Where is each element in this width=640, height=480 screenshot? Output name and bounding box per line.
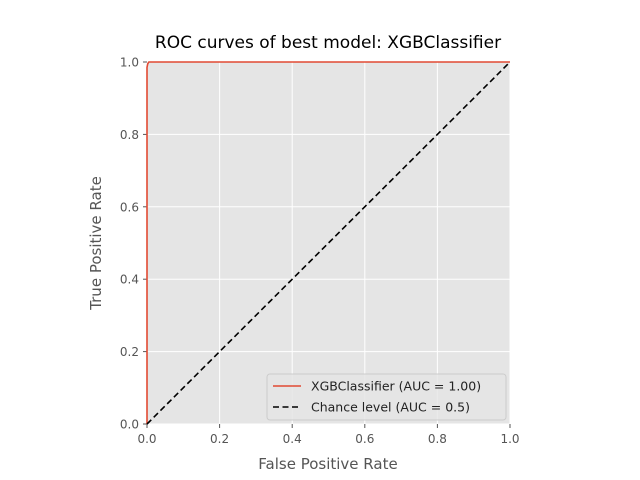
x-tick-label: 0.0 <box>137 432 156 446</box>
grid-lines <box>146 61 511 425</box>
x-tick-label: 0.8 <box>428 432 447 446</box>
y-tick-label: 0.8 <box>120 128 139 142</box>
y-tick-label: 0.0 <box>120 418 139 432</box>
axis-ticks: 0.0 0.2 0.4 0.6 0.8 1.0 0.0 0.2 0.4 0.6 0.8 1.0 <box>120 56 520 447</box>
legend-label: Chance level (AUC = 0.5) <box>311 400 470 415</box>
y-tick-label: 0.4 <box>120 273 139 287</box>
plot-area <box>147 62 510 424</box>
y-tick-label: 0.2 <box>120 345 139 359</box>
series-line-0 <box>146 61 510 424</box>
x-tick-label: 0.6 <box>355 432 374 446</box>
y-tick-label: 1.0 <box>120 56 139 70</box>
chart-title: ROC curves of best model: XGBClassifier <box>155 33 501 53</box>
x-axis-label: False Positive Rate <box>258 455 397 473</box>
y-axis-label: True Positive Rate <box>87 176 105 311</box>
x-tick-label: 0.2 <box>210 432 229 446</box>
legend-label: XGBClassifier (AUC = 1.00) <box>311 379 481 394</box>
x-tick-label: 0.4 <box>283 432 302 446</box>
legend: XGBClassifier (AUC = 1.00) Chance level (… <box>266 373 507 421</box>
legend-box <box>266 373 507 421</box>
x-tick-label: 1.0 <box>500 432 519 446</box>
y-tick-label: 0.6 <box>120 200 139 214</box>
series-lines <box>146 61 511 425</box>
